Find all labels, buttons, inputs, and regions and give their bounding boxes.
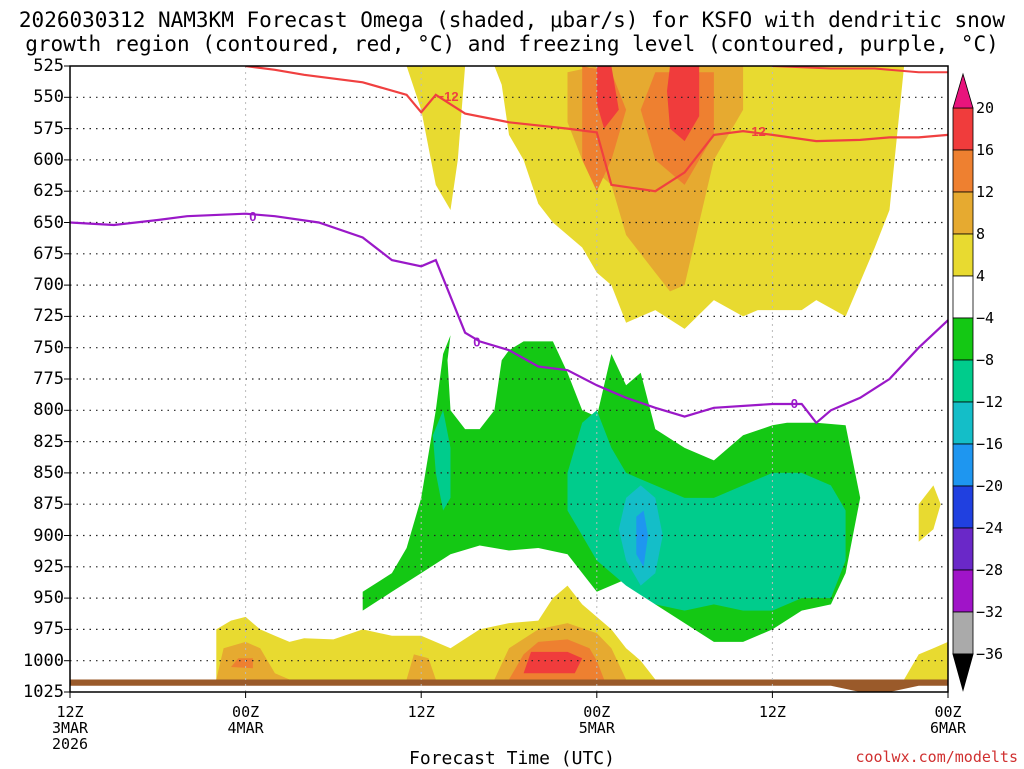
x-tick-label: 00Z [232, 703, 260, 721]
y-tick-label: 800 [33, 400, 64, 421]
omega-region--16-11 [636, 510, 648, 567]
dgz-minus12-line-label-0: −12 [437, 89, 459, 104]
y-tick-label: 625 [33, 181, 64, 202]
colorbar-label: −24 [976, 519, 1004, 537]
colorbar-label: −36 [976, 645, 1004, 663]
colorbar-bin--4-4 [952, 275, 974, 319]
x-tick-label-group: 00Z 6MAR [908, 704, 988, 736]
colorbar-bin-12-16 [952, 149, 974, 193]
y-tick-label: 725 [33, 306, 64, 327]
colorbar-label: −16 [976, 435, 1004, 453]
y-tick-label: 750 [33, 337, 64, 358]
colorbar-label: 4 [976, 267, 986, 285]
freezing-level-line-label-0: 0 [249, 209, 256, 224]
x-tick-label: 00Z [934, 703, 962, 721]
chart-title-line-2: growth region (contoured, red, °C) and f… [25, 32, 999, 56]
y-tick-label: 525 [33, 56, 64, 76]
x-tick-label-group: 12Z [732, 704, 812, 720]
y-tick-label: 925 [33, 556, 64, 577]
omega-region-4-0 [406, 66, 466, 210]
colorbar-bin--20--16 [952, 443, 974, 487]
colorbar-bin--16--12 [952, 401, 974, 445]
freezing-level-line-label-2: 0 [791, 396, 798, 411]
x-tick-label: 4MAR [227, 719, 264, 737]
x-tick-label-group: 12Z [381, 704, 461, 720]
y-tick-label: 1000 [23, 650, 64, 671]
y-tick-label: 900 [33, 525, 64, 546]
x-tick-label: 2026 [51, 735, 89, 753]
colorbar-bin--28--24 [952, 527, 974, 571]
colorbar-label: −12 [976, 393, 1004, 411]
colorbar-bin--36--32 [952, 611, 974, 655]
omega-region-4-19 [918, 485, 941, 542]
y-tick-label: 575 [33, 118, 64, 139]
colorbar-label: −32 [976, 603, 1004, 621]
colorbar-bin-4-8 [952, 233, 974, 277]
y-tick-label: 975 [33, 619, 64, 640]
y-tick-label: 675 [33, 243, 64, 264]
y-tick-label: 650 [33, 212, 64, 233]
colorbar-bin-8-12 [952, 191, 974, 235]
dgz-minus12-line [245, 66, 948, 193]
colorbar-min-arrow [952, 653, 974, 692]
colorbar-label: 16 [976, 141, 995, 159]
omega-region-4-20 [904, 641, 948, 680]
x-tick-label-group: 12Z 3MAR 2026 [30, 704, 110, 752]
dgz-minus12-line-label-1: −12 [744, 124, 766, 139]
colorbar-bin--8--4 [952, 317, 974, 361]
site-credit[interactable]: coolwx.com/modelts [855, 748, 1018, 766]
omega-region-16-6 [667, 66, 700, 142]
y-tick-label: 950 [33, 588, 64, 609]
colorbar-bin--32--28 [952, 569, 974, 613]
colorbar-label: −28 [976, 561, 1004, 579]
colorbar-label: 8 [976, 225, 986, 243]
y-tick-label: 700 [33, 275, 64, 296]
colorbar-label: 12 [976, 183, 995, 201]
x-tick-label: 5MAR [578, 719, 615, 737]
omega-region-16-17 [523, 651, 583, 674]
colorbar-label: −4 [976, 309, 995, 327]
x-axis-title: Forecast Time (UTC) [409, 748, 615, 769]
freezing-level-line [70, 212, 948, 425]
y-tick-label: 1025 [23, 682, 64, 702]
colorbar-max-arrow [952, 72, 974, 109]
x-tick-label: 00Z [583, 703, 611, 721]
colorbar-label: 20 [976, 99, 995, 117]
y-tick-label: 850 [33, 462, 64, 483]
colorbar-bin--24--20 [952, 485, 974, 529]
x-tick-label-group: 00Z 4MAR [206, 704, 286, 736]
colorbar-label: −8 [976, 351, 995, 369]
x-tick-label: 12Z [56, 703, 84, 721]
omega-region-16-5 [596, 66, 619, 129]
dgz-upper-line [772, 66, 948, 74]
x-tick-label-group: 00Z 5MAR [557, 704, 637, 736]
freezing-level-line-label-1: 0 [473, 334, 480, 349]
y-tick-label: 825 [33, 431, 64, 452]
y-tick-label: 875 [33, 494, 64, 515]
omega-region-12-18 [231, 658, 253, 669]
x-tick-label: 3MAR [51, 719, 89, 737]
ground-surface [70, 679, 948, 692]
colorbar-label: −20 [976, 477, 1004, 495]
x-tick-label: 12Z [407, 703, 435, 721]
colorbar-bin--12--8 [952, 359, 974, 403]
chart-title-line-1: 2026030312 NAM3KM Forecast Omega (shaded… [18, 8, 1006, 32]
x-tick-label: 6MAR [929, 719, 967, 737]
y-tick-label: 775 [33, 369, 64, 389]
y-tick-label: 600 [33, 149, 64, 170]
colorbar-bin-16-20 [952, 107, 974, 151]
x-tick-label: 12Z [758, 703, 786, 721]
y-tick-label: 550 [33, 87, 64, 108]
omega-region--8-8 [432, 410, 451, 511]
